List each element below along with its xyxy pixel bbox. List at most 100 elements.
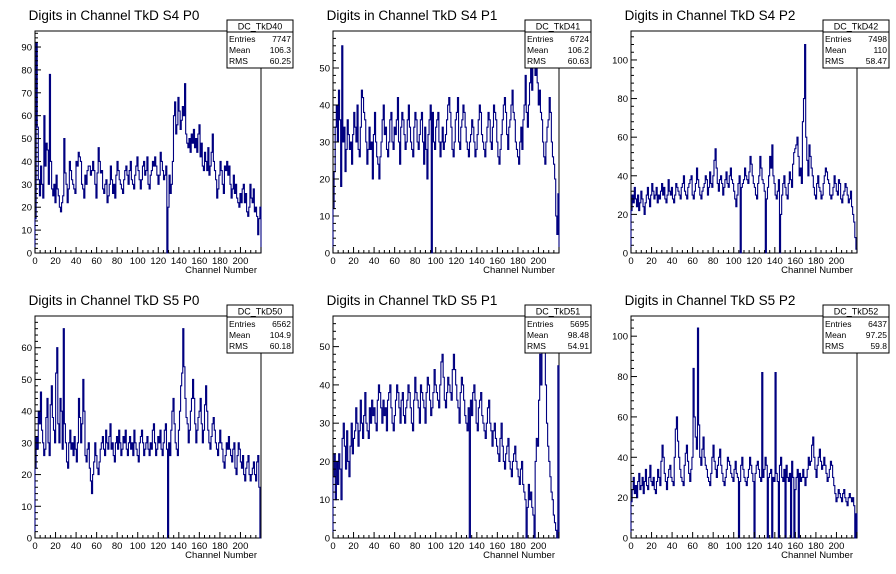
y-tick-label: 70 xyxy=(21,88,32,99)
stats-box-name: DC_TkD41 xyxy=(536,22,581,32)
stats-mean-value: 106.3 xyxy=(270,45,292,55)
stats-mean-value: 106.2 xyxy=(568,45,590,55)
y-tick-label: 40 xyxy=(319,380,330,391)
stats-box-name: DC_TkD52 xyxy=(834,307,879,317)
x-axis-label: Channel Number xyxy=(483,265,555,276)
stats-box-frame xyxy=(524,304,592,354)
x-tick-label: 100 xyxy=(428,256,444,267)
x-tick-label: 120 xyxy=(448,541,464,552)
y-tick-label: 90 xyxy=(21,43,32,54)
stats-entries-value: 5695 xyxy=(570,319,589,329)
stats-box-name: DC_TkD50 xyxy=(238,307,283,317)
stats-mean-label: Mean xyxy=(527,330,549,340)
x-tick-label: 140 xyxy=(767,256,783,267)
stats-box: DC_TkD52 Entries 6437 Mean 97.25 RMS 59.8 xyxy=(822,304,890,354)
stats-entries-value: 7498 xyxy=(868,34,887,44)
stats-entries-label: Entries xyxy=(825,34,851,44)
stats-box: DC_TkD40 Entries 7747 Mean 106.3 RMS 60.25 xyxy=(226,19,294,69)
x-tick-label: 40 xyxy=(667,256,678,267)
stats-rms-value: 60.25 xyxy=(270,56,292,66)
x-tick-label: 0 xyxy=(628,541,633,552)
y-tick-label: 50 xyxy=(319,342,330,353)
y-tick-label: 40 xyxy=(21,157,32,168)
y-tick-label: 0 xyxy=(27,534,32,545)
y-tick-label: 0 xyxy=(623,249,628,260)
stats-mean-value: 104.9 xyxy=(270,330,292,340)
stats-rms-value: 60.63 xyxy=(568,56,590,66)
histogram-series-line xyxy=(34,328,261,539)
x-tick-label: 40 xyxy=(71,541,82,552)
x-tick-label: 140 xyxy=(767,541,783,552)
x-tick-label: 140 xyxy=(171,541,187,552)
histogram-series-line xyxy=(630,43,858,254)
histogram-series-line xyxy=(630,327,858,539)
y-tick-label: 60 xyxy=(21,343,32,354)
x-tick-label: 40 xyxy=(369,256,380,267)
y-tick-label: 60 xyxy=(617,133,628,144)
stats-rms-label: RMS xyxy=(527,56,546,66)
panel-title: Digits in Channel TkD S5 P1 xyxy=(327,293,498,308)
stats-box-frame xyxy=(822,304,890,354)
panel-title: Digits in Channel TkD S4 P1 xyxy=(327,8,498,23)
y-tick-label: 20 xyxy=(617,210,628,221)
y-tick-label: 10 xyxy=(319,212,330,223)
stats-rms-value: 58.47 xyxy=(866,56,888,66)
stats-entries-value: 7747 xyxy=(272,34,291,44)
stats-box: DC_TkD42 Entries 7498 Mean 110 RMS 58.47 xyxy=(822,19,890,69)
stats-rms-value: 60.18 xyxy=(270,341,292,351)
stats-box: DC_TkD50 Entries 6562 Mean 104.9 RMS 60.18 xyxy=(226,304,294,354)
stats-box: DC_TkD51 Entries 5695 Mean 98.48 RMS 54.91 xyxy=(524,304,592,354)
x-tick-label: 0 xyxy=(330,256,335,267)
x-tick-label: 20 xyxy=(50,541,61,552)
y-tick-label: 20 xyxy=(617,493,628,504)
x-tick-label: 20 xyxy=(348,541,359,552)
x-tick-label: 140 xyxy=(469,256,485,267)
x-tick-label: 100 xyxy=(130,541,146,552)
x-tick-label: 60 xyxy=(687,256,698,267)
stats-entries-label: Entries xyxy=(527,34,553,44)
y-tick-label: 30 xyxy=(319,138,330,149)
stats-rms-label: RMS xyxy=(825,56,844,66)
histogram-panel: Digits in Channel TkD S5 P10 20 40 60 80 100 1… xyxy=(319,293,592,561)
x-tick-label: 180 xyxy=(510,256,526,267)
y-tick-label: 0 xyxy=(325,249,330,260)
x-tick-label: 40 xyxy=(369,541,380,552)
histogram-series-line xyxy=(34,41,262,254)
stats-entries-label: Entries xyxy=(229,34,255,44)
x-tick-label: 200 xyxy=(829,541,845,552)
x-tick-label: 200 xyxy=(233,256,249,267)
panel-title: Digits in Channel TkD S4 P2 xyxy=(625,8,796,23)
histogram-panel: Digits in Channel TkD S5 P00 20 40 60 80 100 1… xyxy=(21,293,294,561)
y-tick-label: 60 xyxy=(617,412,628,423)
x-tick-label: 20 xyxy=(50,256,61,267)
stats-mean-value: 98.48 xyxy=(568,330,590,340)
y-tick-label: 10 xyxy=(21,502,32,513)
x-tick-label: 80 xyxy=(410,256,421,267)
y-tick-label: 30 xyxy=(21,180,32,191)
x-tick-label: 60 xyxy=(687,541,698,552)
histogram-panel: Digits in Channel TkD S4 P00 20 40 60 80 100 1… xyxy=(21,8,294,276)
x-tick-label: 140 xyxy=(171,256,187,267)
x-tick-label: 180 xyxy=(212,256,228,267)
y-tick-label: 0 xyxy=(27,249,32,260)
x-tick-label: 120 xyxy=(746,541,762,552)
y-tick-label: 80 xyxy=(617,94,628,105)
stats-entries-label: Entries xyxy=(825,319,851,329)
histogram-panel: Digits in Channel TkD S4 P10 20 40 60 80 100 1… xyxy=(319,8,592,276)
y-tick-label: 40 xyxy=(21,407,32,418)
x-tick-label: 60 xyxy=(91,541,102,552)
y-tick-label: 20 xyxy=(319,457,330,468)
x-tick-label: 100 xyxy=(130,256,146,267)
y-tick-label: 20 xyxy=(21,470,32,481)
x-tick-label: 160 xyxy=(489,256,505,267)
x-tick-label: 0 xyxy=(628,256,633,267)
x-tick-label: 100 xyxy=(428,541,444,552)
y-tick-label: 80 xyxy=(21,65,32,76)
x-tick-label: 0 xyxy=(32,256,37,267)
x-tick-label: 40 xyxy=(71,256,82,267)
stats-entries-value: 6562 xyxy=(272,319,291,329)
x-tick-label: 200 xyxy=(531,541,547,552)
x-tick-label: 180 xyxy=(808,541,824,552)
x-tick-label: 200 xyxy=(531,256,547,267)
y-tick-label: 50 xyxy=(21,134,32,145)
